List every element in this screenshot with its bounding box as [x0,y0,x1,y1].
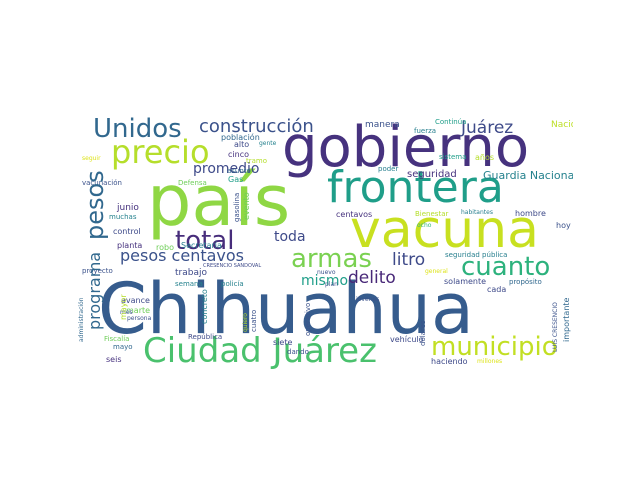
word: alto [234,140,250,149]
word: Unidos [93,114,182,144]
word: Secretaría [181,241,222,250]
word: Guardia Nacional [483,169,573,182]
word: cada [487,285,507,294]
word: seguridad [407,169,457,180]
word: dando [287,348,309,356]
word: siete [273,338,293,347]
word-vertical: concreto [200,289,209,324]
word: ocho [417,222,432,229]
word: proyecto [82,267,113,275]
word: semana [175,280,203,288]
word: asunto [227,167,251,175]
word: población [221,133,260,142]
word: control [113,227,141,236]
word-vertical: evento [242,192,251,220]
word: poder [378,165,399,173]
word: seguir [82,155,101,162]
word: centavos [336,210,373,219]
word: años [475,153,495,162]
word: policía [221,280,244,288]
word: marte [126,306,151,315]
word: Bienestar [415,210,449,218]
word: Gas [228,175,244,184]
word: robo [156,243,174,252]
word: solamente [444,277,487,286]
word: jóvenes [356,296,380,303]
word: avance [121,296,150,305]
word: gente [259,140,277,147]
word: Juárez [461,118,514,138]
word-vertical: cuatro [250,309,258,332]
word: litro [392,250,426,270]
word: seis [106,355,122,364]
word: plan [325,281,338,288]
word-vertical: programa [85,251,104,330]
word-vertical: dólares [419,320,427,346]
word: Continúa [435,118,467,126]
word: muchas [109,213,137,221]
word: nuevo [317,269,336,276]
word: República [188,333,223,341]
word: mes [120,309,133,316]
word: haciendo [431,357,468,366]
word: mismo [301,273,349,289]
word: Ciudad Juárez [143,331,377,371]
word: mayo [113,343,133,351]
word: precio [111,133,210,171]
word: trabajo [175,268,207,278]
word: armas [291,244,372,274]
word: gobierno [282,115,530,180]
word: planta [117,241,143,250]
word: millones [477,358,503,365]
word: persona [127,315,152,322]
word: seguridad pública [445,251,508,259]
word: junio [117,203,139,213]
word: cuanto [461,252,551,282]
word: promedio [193,161,260,177]
word-vertical: gasolina [233,192,241,222]
word-vertical: administración [78,297,85,342]
word-vertical: importante [562,297,571,342]
word-vertical: LUIS CRESENCIO [552,302,559,352]
word: municipio [431,332,558,362]
word: total [175,226,235,256]
word: sistema [439,153,467,161]
word: propósito [509,278,542,286]
word: toda [274,229,306,245]
word: cinco [228,150,249,159]
word-vertical: operativo [304,302,312,336]
word: vacuna [350,200,540,260]
word: Fiscalía [104,335,130,343]
word: Defensa [178,179,207,187]
word: delito [348,268,396,288]
word: Nacional [551,120,573,130]
word-vertical: pesos [81,170,109,240]
word: manera [365,120,400,130]
word: pesos centavos [120,246,244,265]
word: tramo [246,157,268,165]
word: vacunación [82,179,122,187]
word: general [425,268,448,275]
word: frontera [327,162,504,213]
word: hoy [556,221,571,230]
word-vertical: mayor [119,294,128,320]
word: construcción [199,116,314,137]
word-cloud: Chihuahua país gobierno vacuna frontera … [77,114,573,371]
word: fuerza [414,127,437,135]
word: habitantes [461,209,493,216]
word: Chihuahua [98,268,474,350]
word: país [147,160,291,242]
word: CRESENCIO SANDOVAL [203,263,262,269]
word: hombre [515,209,546,218]
word: vehículo [390,335,424,344]
word-vertical: quiero [242,313,249,332]
